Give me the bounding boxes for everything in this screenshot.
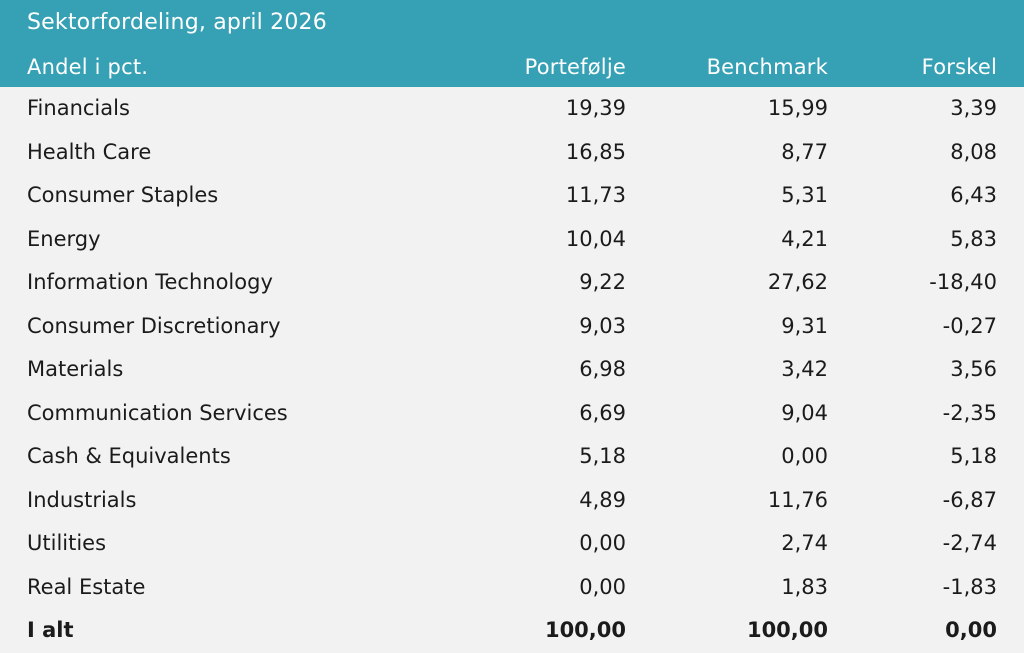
- sector-name: Financials: [27, 96, 130, 120]
- sector-name: Consumer Discretionary: [27, 313, 281, 338]
- portfolio-value: 0,00: [579, 531, 626, 555]
- benchmark-value: 9,04: [781, 400, 828, 425]
- difference-value: -18,40: [929, 270, 997, 294]
- table-row: Materials 6,98 3,42 3,56: [0, 348, 1024, 392]
- portfolio-value: 0,00: [579, 574, 626, 599]
- benchmark-value: 15,99: [767, 96, 828, 120]
- difference-value: 5,18: [950, 444, 997, 468]
- column-header-benchmark: Benchmark: [706, 55, 828, 79]
- table-row: Consumer Discretionary 9,03 9,31 -0,27: [0, 305, 1024, 349]
- portfolio-value: 10,04: [565, 226, 626, 251]
- sector-name: Utilities: [27, 531, 107, 555]
- table-title: Sektorfordeling, april 2026: [27, 10, 327, 35]
- benchmark-value: 0,00: [781, 444, 828, 468]
- sector-name: Real Estate: [27, 574, 146, 599]
- total-portfolio-value: 100,00: [544, 618, 626, 642]
- difference-value: -2,74: [942, 531, 997, 555]
- total-row: I alt 100,00 100,00 0,00: [0, 609, 1024, 653]
- table-row: Communication Services 6,69 9,04 -2,35: [0, 392, 1024, 436]
- portfolio-value: 11,73: [565, 183, 626, 207]
- difference-value: 5,83: [950, 226, 997, 251]
- sector-name: Industrials: [27, 487, 137, 512]
- benchmark-value: 5,31: [781, 183, 828, 207]
- difference-value: -2,35: [942, 400, 997, 425]
- benchmark-value: 27,62: [767, 270, 828, 294]
- sector-name: Information Technology: [27, 270, 273, 294]
- portfolio-value: 9,22: [579, 270, 626, 294]
- table-body: Financials 19,39 15,99 3,39 Health Care …: [0, 87, 1024, 653]
- table-row: Industrials 4,89 11,76 -6,87: [0, 479, 1024, 523]
- portfolio-value: 9,03: [579, 313, 626, 338]
- table-header: Sektorfordeling, april 2026 Andel i pct.…: [0, 0, 1024, 87]
- table-row: Health Care 16,85 8,77 8,08: [0, 131, 1024, 175]
- portfolio-value: 6,69: [579, 400, 626, 425]
- table-row: Energy 10,04 4,21 5,83: [0, 218, 1024, 262]
- sector-name: Health Care: [27, 139, 152, 164]
- difference-value: 6,43: [950, 183, 997, 207]
- benchmark-value: 1,83: [781, 574, 828, 599]
- sector-name: Materials: [27, 357, 124, 381]
- difference-value: -0,27: [942, 313, 997, 338]
- difference-value: -1,83: [942, 574, 997, 599]
- table-row: Information Technology 9,22 27,62 -18,40: [0, 261, 1024, 305]
- portfolio-value: 5,18: [579, 444, 626, 468]
- column-header-category: Andel i pct.: [27, 55, 149, 79]
- column-header-difference: Forskel: [921, 55, 997, 79]
- benchmark-value: 4,21: [781, 226, 828, 251]
- benchmark-value: 11,76: [767, 487, 828, 512]
- portfolio-value: 4,89: [579, 487, 626, 512]
- benchmark-value: 8,77: [781, 139, 828, 164]
- benchmark-value: 9,31: [781, 313, 828, 338]
- total-benchmark-value: 100,00: [746, 618, 828, 642]
- sector-name: Consumer Staples: [27, 183, 219, 207]
- difference-value: 3,56: [950, 357, 997, 381]
- difference-value: -6,87: [942, 487, 997, 512]
- portfolio-value: 19,39: [565, 96, 626, 120]
- sector-name: Communication Services: [27, 400, 288, 425]
- difference-value: 3,39: [950, 96, 997, 120]
- portfolio-value: 16,85: [565, 139, 626, 164]
- sector-name: Cash & Equivalents: [27, 444, 231, 468]
- table-row: Utilities 0,00 2,74 -2,74: [0, 522, 1024, 566]
- table-row: Financials 19,39 15,99 3,39: [0, 87, 1024, 131]
- difference-value: 8,08: [950, 139, 997, 164]
- total-difference-value: 0,00: [945, 618, 997, 642]
- table-row: Consumer Staples 11,73 5,31 6,43: [0, 174, 1024, 218]
- benchmark-value: 3,42: [781, 357, 828, 381]
- total-label: I alt: [27, 618, 74, 642]
- portfolio-value: 6,98: [579, 357, 626, 381]
- table-row: Cash & Equivalents 5,18 0,00 5,18: [0, 435, 1024, 479]
- table-row: Real Estate 0,00 1,83 -1,83: [0, 566, 1024, 610]
- benchmark-value: 2,74: [781, 531, 828, 555]
- sector-name: Energy: [27, 226, 101, 251]
- column-header-portfolio: Portefølje: [524, 55, 626, 79]
